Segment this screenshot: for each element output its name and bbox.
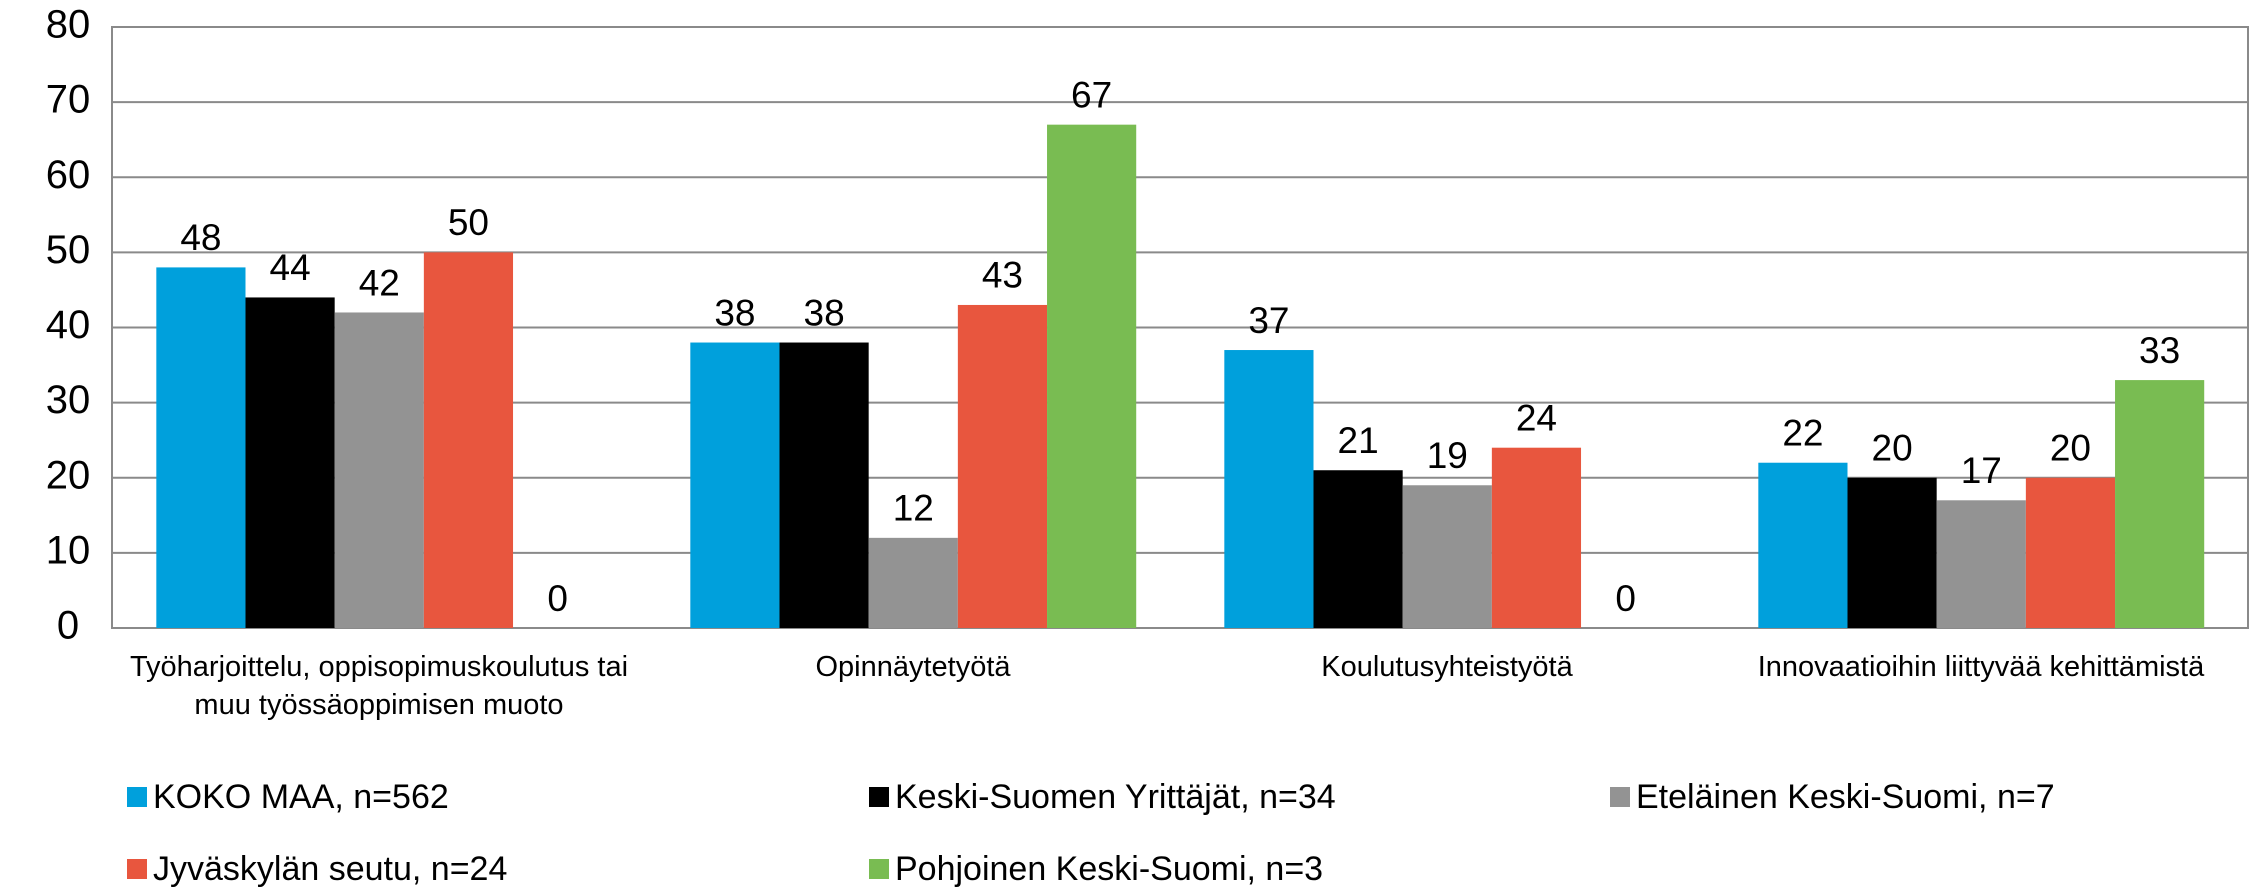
legend-item: KOKO MAA, n=562 xyxy=(127,775,449,819)
bar xyxy=(690,342,780,628)
legend-label: Pohjoinen Keski-Suomi, n=3 xyxy=(895,849,1324,888)
legend-item: Keski-Suomen Yrittäjät, n=34 xyxy=(869,775,1336,819)
bar xyxy=(156,267,246,628)
legend-swatch xyxy=(869,859,889,879)
data-label: 44 xyxy=(270,247,311,288)
x-tick-label: Koulutusyhteistyötä xyxy=(1321,651,1573,683)
data-label: 20 xyxy=(1872,428,1913,469)
data-label: 50 xyxy=(448,202,489,243)
bar xyxy=(1847,477,1937,628)
bar xyxy=(1402,485,1492,628)
bar xyxy=(957,304,1048,628)
legend-swatch xyxy=(869,787,889,807)
legend-label: KOKO MAA, n=562 xyxy=(153,777,449,816)
y-tick-label: 10 xyxy=(46,528,91,572)
legend-item: Pohjoinen Keski-Suomi, n=3 xyxy=(869,847,1323,891)
bar xyxy=(245,297,335,628)
data-label: 12 xyxy=(893,488,934,529)
legend-swatch xyxy=(127,859,147,879)
y-tick-label: 30 xyxy=(46,378,91,422)
legend-item: Eteläinen Keski-Suomi, n=7 xyxy=(1610,775,2055,819)
y-tick-label: 80 xyxy=(46,3,91,47)
data-label: 21 xyxy=(1338,420,1379,461)
data-label: 24 xyxy=(1516,397,1557,438)
legend-label: Eteläinen Keski-Suomi, n=7 xyxy=(1636,777,2055,816)
bar xyxy=(1047,124,1137,628)
y-tick-label: 60 xyxy=(46,153,91,197)
data-label: 43 xyxy=(982,255,1023,296)
data-label: 48 xyxy=(180,217,221,258)
bar xyxy=(423,252,514,628)
bar xyxy=(868,537,958,628)
legend-item: Jyväskylän seutu, n=24 xyxy=(127,847,507,891)
bar xyxy=(2115,380,2205,628)
data-label: 0 xyxy=(1615,578,1636,619)
bar xyxy=(779,342,869,628)
y-tick-label: 0 xyxy=(57,604,79,648)
bar xyxy=(1224,350,1314,628)
y-tick-label: 70 xyxy=(46,78,91,122)
legend-label: Keski-Suomen Yrittäjät, n=34 xyxy=(895,777,1336,816)
data-label: 0 xyxy=(547,578,568,619)
legend-swatch xyxy=(1610,787,1630,807)
data-label: 22 xyxy=(1782,413,1823,454)
bar xyxy=(334,312,424,628)
x-tick-label: Opinnäytetyötä xyxy=(815,651,1011,683)
data-label: 42 xyxy=(359,262,400,303)
data-label: 19 xyxy=(1427,435,1468,476)
legend-label: Jyväskylän seutu, n=24 xyxy=(153,849,508,888)
data-label: 38 xyxy=(714,292,755,333)
bar xyxy=(1313,470,1403,628)
data-label: 38 xyxy=(804,292,845,333)
bar xyxy=(1936,500,2026,628)
x-tick-label: Työharjoittelu, oppisopimuskoulutus tai … xyxy=(129,651,629,721)
bar xyxy=(2025,477,2116,628)
data-label: 17 xyxy=(1961,450,2002,491)
legend-swatch xyxy=(127,787,147,807)
y-tick-label: 40 xyxy=(46,303,91,347)
y-tick-label: 50 xyxy=(46,228,91,272)
bar xyxy=(1491,447,1582,628)
bar xyxy=(1758,462,1848,628)
plot-border xyxy=(111,26,2249,629)
data-label: 33 xyxy=(2139,330,2180,371)
y-tick-label: 20 xyxy=(46,453,91,497)
data-label: 37 xyxy=(1248,300,1289,341)
x-tick-label: Innovaatioihin liittyvää kehittämistä xyxy=(1757,651,2205,683)
data-label: 67 xyxy=(1071,74,1112,115)
data-label: 20 xyxy=(2050,428,2091,469)
